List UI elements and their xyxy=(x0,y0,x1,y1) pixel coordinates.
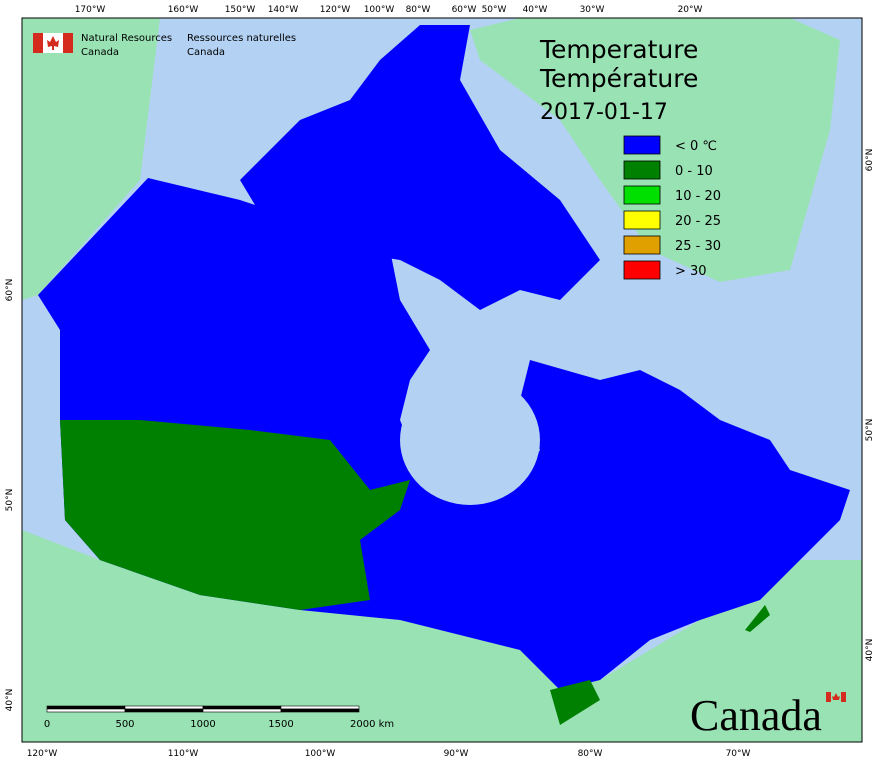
wordmark-flag xyxy=(826,692,846,702)
right-label: 60°N xyxy=(865,149,875,172)
maple-leaf xyxy=(47,36,59,50)
top-label: 100°W xyxy=(364,5,395,15)
left-label: 60°N xyxy=(5,279,15,302)
hudson-bay xyxy=(400,375,540,505)
left-label: 40°N xyxy=(5,689,15,712)
agency-name: Canada xyxy=(187,47,225,58)
top-label: 120°W xyxy=(320,5,351,15)
flag-bar xyxy=(841,692,846,702)
scale-label: 1500 xyxy=(268,719,293,730)
agency-name: Natural Resources xyxy=(81,33,172,44)
scale-segment xyxy=(46,708,126,713)
flag-bar xyxy=(33,33,43,53)
map-date: 2017-01-17 xyxy=(540,100,668,125)
legend-label: 0 - 10 xyxy=(675,164,713,179)
map-title: Temperature xyxy=(539,35,698,64)
scale-label: 500 xyxy=(115,719,134,730)
right-label: 40°N xyxy=(865,639,875,662)
legend-label: < 0 ℃ xyxy=(675,139,717,154)
flag-bar xyxy=(826,692,831,702)
left-label: 50°N xyxy=(5,489,15,512)
bottom-label: 110°W xyxy=(168,749,199,759)
bottom-label: 90°W xyxy=(444,749,469,759)
usa xyxy=(22,530,862,742)
scale-segment xyxy=(202,705,282,710)
top-label: 140°W xyxy=(268,5,299,15)
flag xyxy=(33,33,73,53)
scale-segment xyxy=(280,708,360,713)
right-label: 50°N xyxy=(865,419,875,442)
scale-segment xyxy=(280,705,360,710)
bottom-label: 120°W xyxy=(27,749,58,759)
legend-label: 25 - 30 xyxy=(675,239,721,254)
map-frame xyxy=(22,18,862,742)
scale-segment xyxy=(124,708,204,713)
frame-border xyxy=(21,17,863,743)
legend-label: 10 - 20 xyxy=(675,189,721,204)
scale-segment xyxy=(124,705,204,710)
legend-swatch xyxy=(623,160,661,180)
maple-leaf xyxy=(832,693,840,700)
scale-label: 1000 xyxy=(190,719,215,730)
legend-swatch xyxy=(623,135,661,155)
legend-swatch xyxy=(623,210,661,230)
scale-segment xyxy=(202,708,282,713)
top-label: 30°W xyxy=(580,5,605,15)
flag-bar xyxy=(63,33,73,53)
nova-scotia xyxy=(745,605,770,632)
bottom-label: 80°W xyxy=(578,749,603,759)
legend-swatch xyxy=(623,260,661,280)
top-label: 20°W xyxy=(678,5,703,15)
bottom-label: 100°W xyxy=(305,749,336,759)
scale-label: 0 xyxy=(44,719,50,730)
top-label: 160°W xyxy=(168,5,199,15)
legend-label: > 30 xyxy=(675,264,707,279)
legend-label: 20 - 25 xyxy=(675,214,721,229)
southern-ontario xyxy=(550,680,600,725)
scale-segment xyxy=(46,705,126,710)
scale-label: 2000 km xyxy=(350,719,394,730)
top-label: 170°W xyxy=(75,5,106,15)
canada-mild xyxy=(60,420,410,610)
agency-name: Ressources naturelles xyxy=(187,33,296,44)
top-label: 60°W xyxy=(452,5,477,15)
wordmark: Canada xyxy=(690,691,822,740)
arctic-islands xyxy=(240,25,600,310)
legend-swatch xyxy=(623,185,661,205)
agency-name: Canada xyxy=(81,47,119,58)
top-label: 40°W xyxy=(523,5,548,15)
bottom-label: 70°W xyxy=(726,749,751,759)
alaska xyxy=(22,18,160,300)
top-label: 150°W xyxy=(225,5,256,15)
top-label: 50°W xyxy=(482,5,507,15)
map-title: Température xyxy=(539,64,698,93)
top-label: 80°W xyxy=(406,5,431,15)
legend-swatch xyxy=(623,235,661,255)
